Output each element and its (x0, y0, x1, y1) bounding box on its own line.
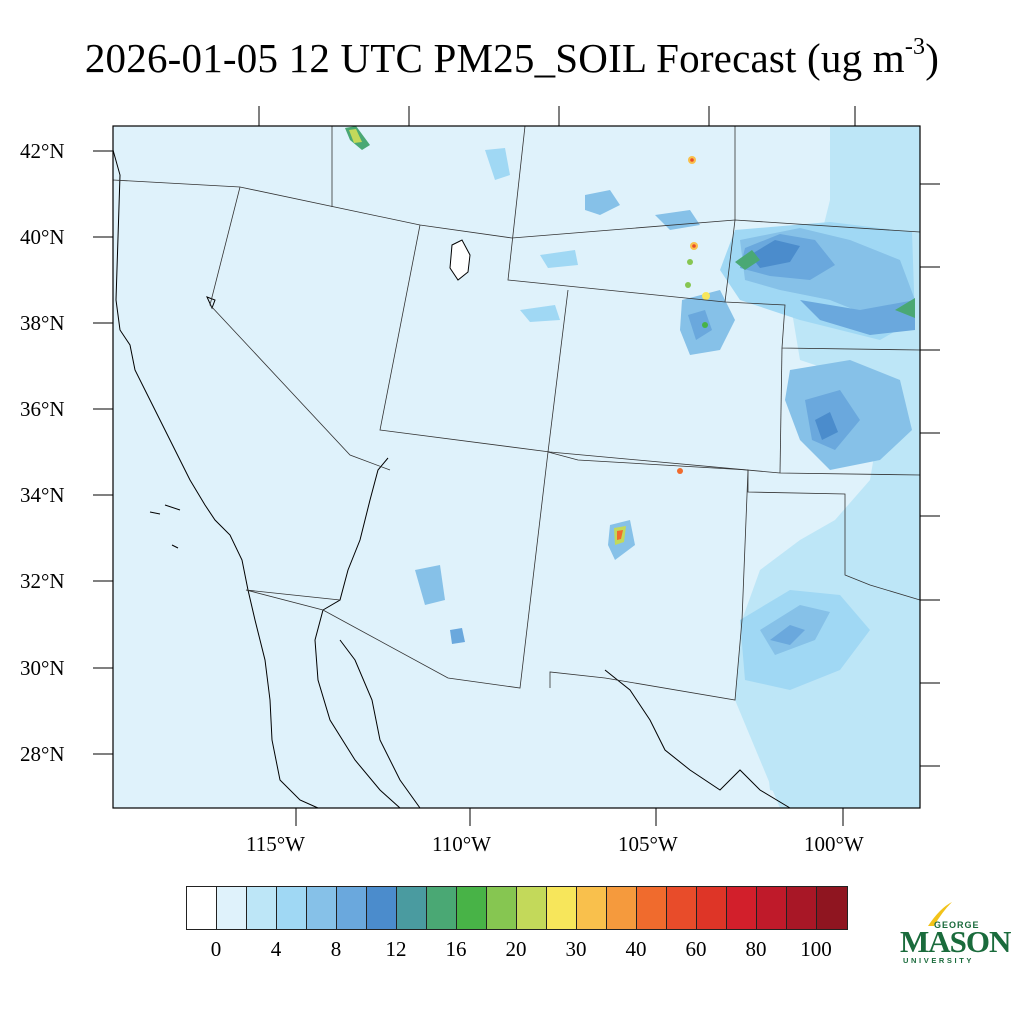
colorbar-swatch-11 (517, 887, 547, 929)
lat-label-28: 28°N (20, 742, 65, 766)
logo-swoosh-icon (928, 902, 952, 926)
colorbar-swatch-8 (427, 887, 457, 929)
colorbar-swatch-4 (307, 887, 337, 929)
colorbar-swatch-12 (547, 887, 577, 929)
coastlines (112, 149, 791, 809)
colorbar-swatch-10 (487, 887, 517, 929)
colorbar (186, 886, 848, 930)
colorbar-swatch-7 (397, 887, 427, 929)
concentration-field (345, 126, 920, 808)
colorbar-swatch-3 (277, 887, 307, 929)
logo-george: GEORGE (934, 920, 980, 930)
colorbar-swatch-17 (697, 887, 727, 929)
colorbar-swatch-19 (757, 887, 787, 929)
colorbar-label-12: 12 (385, 937, 407, 961)
colorbar-swatch-21 (817, 887, 847, 929)
title-superscript: -3 (904, 34, 926, 60)
colorbar-label-100: 100 (800, 937, 832, 961)
lon-label-105w: 105°W (618, 832, 678, 856)
colorbar-label-8: 8 (330, 937, 342, 961)
axis-ticks (93, 106, 940, 826)
colorbar-swatch-20 (787, 887, 817, 929)
title-main: 2026-01-05 12 UTC PM25_SOIL Forecast (ug… (84, 35, 905, 81)
colorbar-label-0: 0 (210, 937, 222, 961)
colorbar-swatch-1 (217, 887, 247, 929)
colorbar-swatch-15 (637, 887, 667, 929)
lon-label-115w: 115°W (246, 832, 305, 856)
logo-university: UNIVERSITY (903, 956, 975, 965)
colorbar-label-40: 40 (625, 937, 647, 961)
colorbar-label-60: 60 (685, 937, 707, 961)
lat-label-40: 40°N (20, 225, 65, 249)
lat-label-36: 36°N (20, 397, 65, 421)
lon-label-100w: 100°W (804, 832, 864, 856)
map-frame (112, 125, 921, 809)
state-borders (112, 125, 921, 701)
lat-label-42: 42°N (20, 139, 65, 163)
logo-mason: MASON (900, 924, 1011, 959)
lat-label-32: 32°N (20, 569, 65, 593)
lat-label-34: 34°N (20, 483, 65, 507)
colorbar-swatch-16 (667, 887, 697, 929)
page-title: 2026-01-05 12 UTC PM25_SOIL Forecast (ug… (0, 34, 1024, 82)
colorbar-swatch-13 (577, 887, 607, 929)
colorbar-swatch-2 (247, 887, 277, 929)
colorbar-label-4: 4 (270, 937, 282, 961)
colorbar-swatch-9 (457, 887, 487, 929)
lon-label-110w: 110°W (432, 832, 491, 856)
lat-label-30: 30°N (20, 656, 65, 680)
colorbar-label-80: 80 (745, 937, 767, 961)
colorbar-swatch-14 (607, 887, 637, 929)
colorbar-swatch-0 (187, 887, 217, 929)
lat-label-38: 38°N (20, 311, 65, 335)
great-salt-lake (449, 239, 471, 281)
colorbar-swatch-6 (367, 887, 397, 929)
colorbar-label-20: 20 (505, 937, 527, 961)
colorbar-swatch-5 (337, 887, 367, 929)
colorbar-label-16: 16 (445, 937, 467, 961)
title-close: ) (925, 35, 940, 81)
george-mason-logo: GEORGE MASON UNIVERSITY (900, 900, 1011, 970)
colorbar-swatch-18 (727, 887, 757, 929)
colorbar-label-30: 30 (565, 937, 587, 961)
